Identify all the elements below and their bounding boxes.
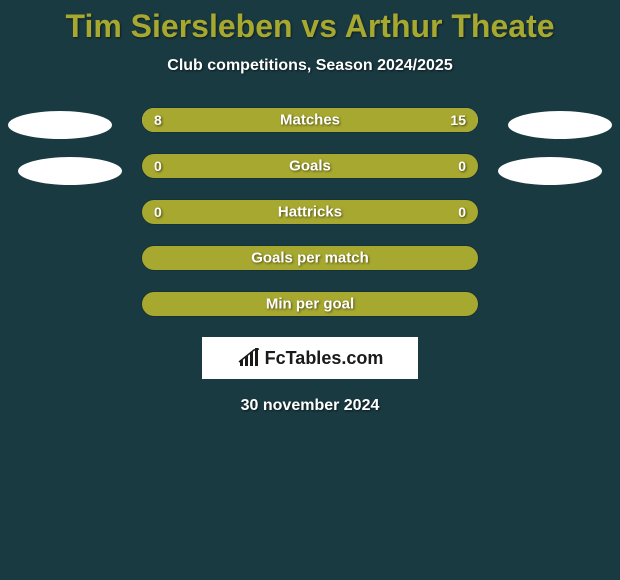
comparison-card: Tim Siersleben vs Arthur Theate Club com… <box>0 0 620 415</box>
stat-bar-hattricks: 0 Hattricks 0 <box>141 199 479 225</box>
page-title: Tim Siersleben vs Arthur Theate <box>0 8 620 45</box>
stat-label: Min per goal <box>142 296 478 313</box>
logo-box[interactable]: FcTables.com <box>202 337 418 379</box>
stat-label: Matches <box>142 112 478 129</box>
player-badge-right-2 <box>498 157 602 185</box>
date-line: 30 november 2024 <box>0 397 620 415</box>
stat-bar-goals-per-match: Goals per match <box>141 245 479 271</box>
stat-bar-matches: 8 Matches 15 <box>141 107 479 133</box>
chart-icon <box>237 348 261 368</box>
logo-text: FcTables.com <box>265 348 384 369</box>
stat-value-right: 0 <box>458 158 466 174</box>
stat-bar-min-per-goal: Min per goal <box>141 291 479 317</box>
stat-value-right: 0 <box>458 204 466 220</box>
player-badge-left-2 <box>18 157 122 185</box>
stat-bar-goals: 0 Goals 0 <box>141 153 479 179</box>
stats-area: 8 Matches 15 0 Goals 0 0 Hattricks 0 Goa… <box>0 107 620 317</box>
player-badge-right-1 <box>508 111 612 139</box>
stat-label: Goals per match <box>142 250 478 267</box>
stat-label: Hattricks <box>142 204 478 221</box>
stat-value-right: 15 <box>450 112 466 128</box>
page-subtitle: Club competitions, Season 2024/2025 <box>0 57 620 75</box>
player-badge-left-1 <box>8 111 112 139</box>
stat-bars: 8 Matches 15 0 Goals 0 0 Hattricks 0 Goa… <box>141 107 479 317</box>
stat-label: Goals <box>142 158 478 175</box>
